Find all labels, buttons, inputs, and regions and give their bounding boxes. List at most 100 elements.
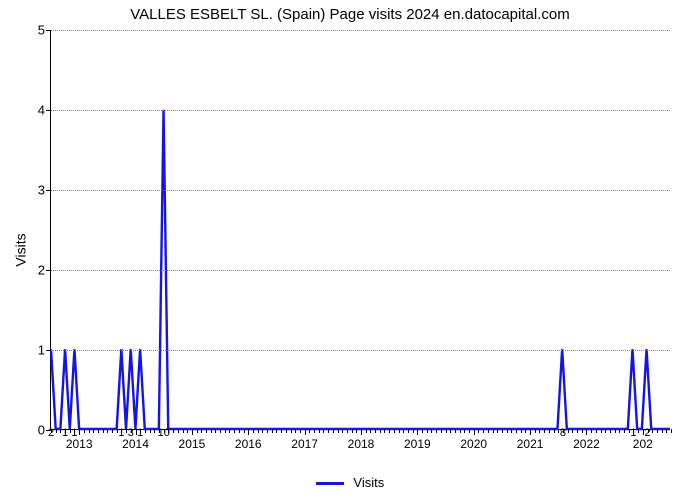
xtick-year-label: 2020 bbox=[460, 437, 487, 451]
xtick-minor-mark bbox=[662, 429, 663, 433]
xtick-minor-mark bbox=[399, 429, 400, 433]
gridline bbox=[51, 110, 670, 111]
xtick-minor-mark bbox=[539, 429, 540, 433]
ytick-label: 3 bbox=[38, 183, 45, 198]
xtick-minor-mark bbox=[478, 429, 479, 433]
xtick-minor-mark bbox=[323, 429, 324, 433]
xtick-minor-mark bbox=[300, 429, 301, 433]
xtick-minor-mark bbox=[93, 429, 94, 433]
xtick-minor-mark bbox=[211, 429, 212, 433]
xtick-minor-mark bbox=[525, 429, 526, 433]
xtick-year-label: 2021 bbox=[517, 437, 544, 451]
xtick-minor-mark bbox=[286, 429, 287, 433]
gridline bbox=[51, 270, 670, 271]
xtick-minor-mark bbox=[258, 429, 259, 433]
xtick-minor-mark bbox=[464, 429, 465, 433]
ytick-mark bbox=[46, 270, 51, 271]
ytick-label: 5 bbox=[38, 23, 45, 38]
xtick-minor-mark bbox=[530, 429, 531, 433]
xtick-minor-mark bbox=[220, 429, 221, 433]
xtick-minor-mark bbox=[441, 429, 442, 433]
xtick-value-label: 1 bbox=[71, 427, 77, 439]
xtick-minor-mark bbox=[483, 429, 484, 433]
xtick-minor-mark bbox=[417, 429, 418, 433]
xtick-minor-mark bbox=[624, 429, 625, 433]
xtick-minor-mark bbox=[586, 429, 587, 433]
gridline bbox=[51, 190, 670, 191]
xtick-minor-mark bbox=[248, 429, 249, 433]
xtick-minor-mark bbox=[347, 429, 348, 433]
ytick-label: 4 bbox=[38, 103, 45, 118]
xtick-minor-mark bbox=[638, 429, 639, 433]
xtick-minor-mark bbox=[549, 429, 550, 433]
visits-chart: VALLES ESBELT SL. (Spain) Page visits 20… bbox=[0, 0, 700, 500]
xtick-minor-mark bbox=[568, 429, 569, 433]
xtick-value-label: 10 bbox=[158, 427, 170, 439]
gridline bbox=[51, 350, 670, 351]
xtick-minor-mark bbox=[516, 429, 517, 433]
ytick-label: 2 bbox=[38, 263, 45, 278]
xtick-year-label: 202 bbox=[633, 437, 653, 451]
xtick-minor-mark bbox=[361, 429, 362, 433]
xtick-minor-mark bbox=[666, 429, 667, 433]
xtick-value-label: 3 bbox=[128, 427, 134, 439]
xtick-minor-mark bbox=[103, 429, 104, 433]
y-axis-label: Visits bbox=[13, 233, 29, 266]
xtick-minor-mark bbox=[431, 429, 432, 433]
xtick-year-label: 2013 bbox=[66, 437, 93, 451]
xtick-minor-mark bbox=[488, 429, 489, 433]
xtick-minor-mark bbox=[295, 429, 296, 433]
xtick-minor-mark bbox=[215, 429, 216, 433]
xtick-minor-mark bbox=[384, 429, 385, 433]
plot-area: 0123452013201420152016201720182019202020… bbox=[50, 30, 670, 430]
xtick-minor-mark bbox=[450, 429, 451, 433]
xtick-minor-mark bbox=[201, 429, 202, 433]
xtick-value-label: 1 bbox=[630, 427, 636, 439]
xtick-minor-mark bbox=[187, 429, 188, 433]
legend: Visits bbox=[0, 475, 700, 490]
xtick-minor-mark bbox=[107, 429, 108, 433]
xtick-minor-mark bbox=[511, 429, 512, 433]
xtick-year-label: 2015 bbox=[179, 437, 206, 451]
xtick-minor-mark bbox=[502, 429, 503, 433]
xtick-value-label: 1 bbox=[118, 427, 124, 439]
xtick-minor-mark bbox=[474, 429, 475, 433]
xtick-minor-mark bbox=[84, 429, 85, 433]
xtick-minor-mark bbox=[389, 429, 390, 433]
xtick-year-label: 2016 bbox=[235, 437, 262, 451]
xtick-minor-mark bbox=[582, 429, 583, 433]
xtick-minor-mark bbox=[338, 429, 339, 433]
xtick-minor-mark bbox=[173, 429, 174, 433]
xtick-minor-mark bbox=[366, 429, 367, 433]
xtick-value-label: 1 bbox=[137, 427, 143, 439]
xtick-minor-mark bbox=[370, 429, 371, 433]
xtick-minor-mark bbox=[291, 429, 292, 433]
xtick-minor-mark bbox=[305, 429, 306, 433]
xtick-year-label: 2019 bbox=[404, 437, 431, 451]
ytick-label: 0 bbox=[38, 423, 45, 438]
chart-title: VALLES ESBELT SL. (Spain) Page visits 20… bbox=[0, 6, 700, 23]
xtick-minor-mark bbox=[328, 429, 329, 433]
xtick-minor-mark bbox=[535, 429, 536, 433]
xtick-minor-mark bbox=[493, 429, 494, 433]
xtick-minor-mark bbox=[79, 429, 80, 433]
xtick-minor-mark bbox=[192, 429, 193, 433]
xtick-minor-mark bbox=[427, 429, 428, 433]
xtick-minor-mark bbox=[150, 429, 151, 433]
xtick-minor-mark bbox=[460, 429, 461, 433]
xtick-minor-mark bbox=[544, 429, 545, 433]
ytick-mark bbox=[46, 110, 51, 111]
xtick-minor-mark bbox=[615, 429, 616, 433]
xtick-minor-mark bbox=[229, 429, 230, 433]
xtick-minor-mark bbox=[591, 429, 592, 433]
xtick-minor-mark bbox=[380, 429, 381, 433]
xtick-minor-mark bbox=[267, 429, 268, 433]
xtick-year-label: 2022 bbox=[573, 437, 600, 451]
ytick-mark bbox=[46, 30, 51, 31]
xtick-minor-mark bbox=[422, 429, 423, 433]
xtick-minor-mark bbox=[309, 429, 310, 433]
xtick-minor-mark bbox=[652, 429, 653, 433]
xtick-minor-mark bbox=[319, 429, 320, 433]
xtick-minor-mark bbox=[408, 429, 409, 433]
xtick-minor-mark bbox=[436, 429, 437, 433]
